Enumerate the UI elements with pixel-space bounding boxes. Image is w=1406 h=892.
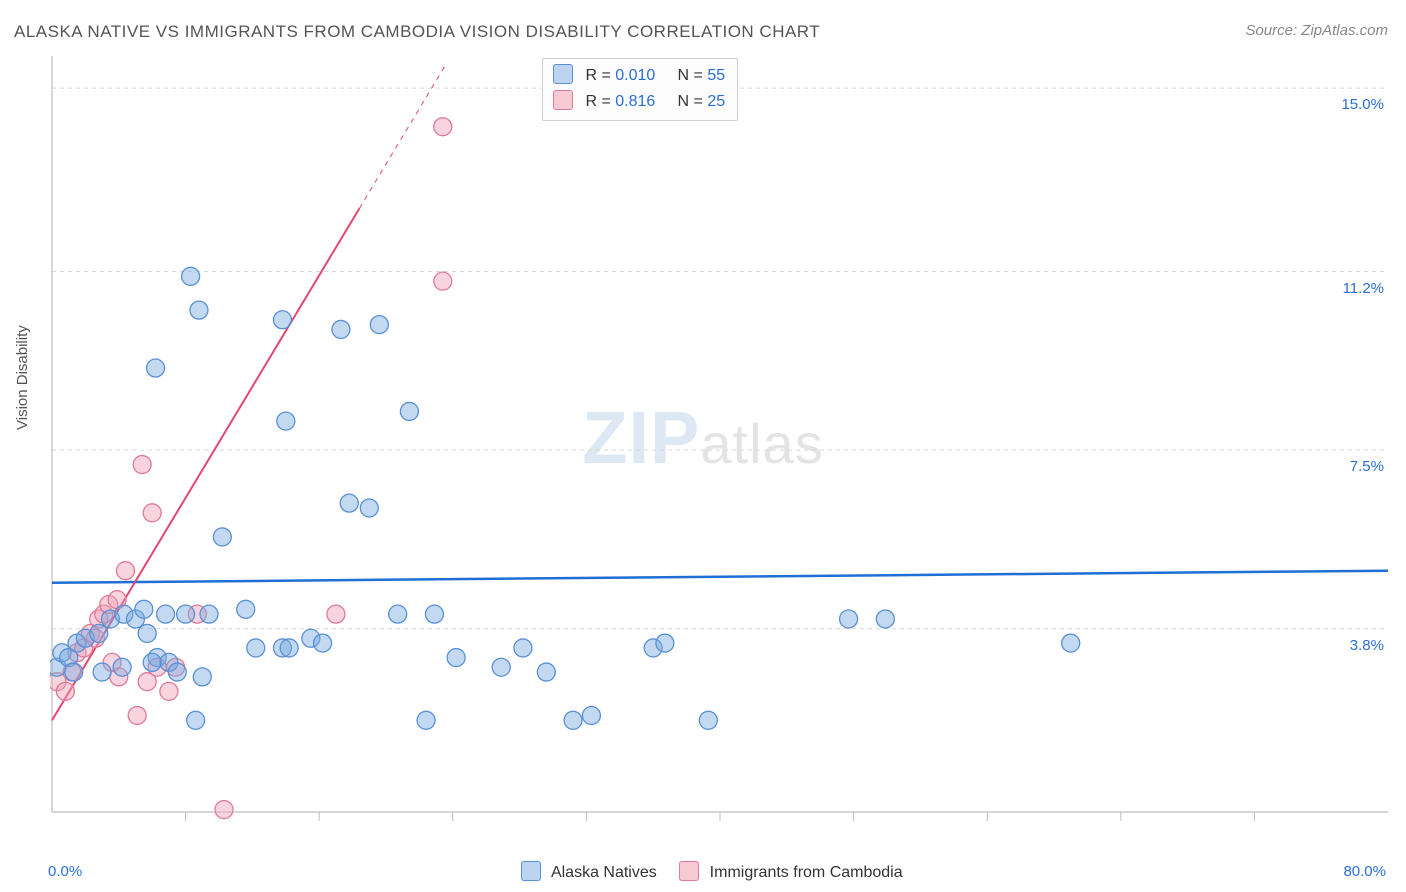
stats-b-n-value: 25 (707, 93, 725, 110)
stats-legend-box: R = 0.010 N = 55 R = 0.816 N = 25 (542, 58, 738, 121)
y-tick-label: 7.5% (1350, 458, 1384, 475)
y-tick-label: 15.0% (1341, 96, 1384, 113)
chart-container: ALASKA NATIVE VS IMMIGRANTS FROM CAMBODI… (0, 0, 1406, 892)
scatter-plot (50, 52, 1390, 822)
stats-a-n-value: 55 (707, 67, 725, 84)
stats-row-a: R = 0.010 N = 55 (553, 63, 725, 89)
bottom-legend: Alaska Natives Immigrants from Cambodia (0, 861, 1406, 882)
swatch-series-b-icon (553, 90, 573, 110)
source-attribution: Source: ZipAtlas.com (1245, 22, 1388, 39)
chart-title: ALASKA NATIVE VS IMMIGRANTS FROM CAMBODI… (14, 22, 820, 42)
stats-a-n-label: N = (678, 67, 703, 84)
legend-swatch-a-icon (521, 861, 541, 881)
y-tick-label: 3.8% (1350, 637, 1384, 654)
stats-a-r-value: 0.010 (615, 67, 655, 84)
stats-b-n-label: N = (678, 93, 703, 110)
stats-b-r-label: R = (585, 93, 610, 110)
legend-label-b: Immigrants from Cambodia (710, 864, 903, 881)
y-axis-label: Vision Disability (14, 325, 31, 430)
legend-swatch-b-icon (679, 861, 699, 881)
swatch-series-a-icon (553, 64, 573, 84)
y-tick-label: 11.2% (1343, 280, 1384, 297)
stats-row-b: R = 0.816 N = 25 (553, 89, 725, 115)
stats-b-r-value: 0.816 (615, 93, 655, 110)
stats-a-r-label: R = (585, 67, 610, 84)
legend-label-a: Alaska Natives (551, 864, 657, 881)
